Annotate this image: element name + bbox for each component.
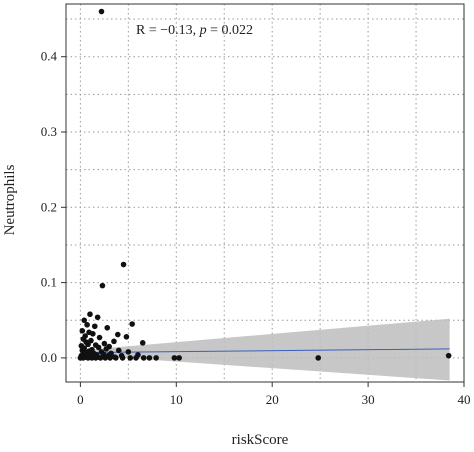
plot-frame bbox=[65, 3, 465, 383]
data-point bbox=[140, 355, 147, 361]
regression-line bbox=[80, 348, 450, 354]
data-point bbox=[84, 321, 90, 328]
y-tick-label: 0.3 bbox=[41, 124, 57, 139]
data-point bbox=[101, 340, 108, 347]
y-tick-label: 0.1 bbox=[41, 275, 57, 290]
data-point bbox=[115, 347, 122, 354]
data-point bbox=[129, 321, 135, 327]
y-axis-title: Neutrophils bbox=[2, 164, 18, 235]
x-tick-label: 20 bbox=[266, 392, 279, 407]
data-point bbox=[125, 349, 132, 355]
data-point bbox=[99, 282, 106, 289]
data-point bbox=[315, 355, 322, 361]
data-point bbox=[104, 324, 111, 331]
y-tick-label: 0.2 bbox=[41, 199, 57, 214]
fit-line bbox=[80, 348, 450, 354]
data-point bbox=[123, 334, 130, 340]
data-point bbox=[80, 355, 87, 361]
data-point bbox=[114, 331, 121, 338]
data-point bbox=[445, 352, 452, 359]
data-point bbox=[127, 355, 134, 361]
data-point bbox=[89, 355, 95, 361]
x-tick-label: 40 bbox=[458, 392, 471, 407]
annotation-p-symbol: p bbox=[199, 23, 207, 38]
data-point bbox=[111, 338, 117, 345]
confidence-band-area bbox=[80, 318, 450, 381]
data-point bbox=[102, 355, 109, 361]
y-tick-label: 0.4 bbox=[41, 49, 58, 64]
data-point bbox=[98, 8, 105, 15]
data-point bbox=[87, 311, 93, 318]
data-point bbox=[94, 314, 101, 321]
correlation-annotation: R = −0.13, p = 0.022 bbox=[136, 23, 253, 38]
confidence-band bbox=[80, 318, 450, 381]
data-point bbox=[133, 355, 139, 361]
data-point bbox=[90, 331, 96, 337]
data-point bbox=[120, 261, 127, 268]
data-point bbox=[85, 341, 91, 348]
data-point bbox=[95, 344, 102, 351]
annotation-suffix: = 0.022 bbox=[207, 23, 253, 38]
data-point bbox=[146, 355, 153, 361]
x-tick-label: 0 bbox=[77, 392, 84, 407]
data-point bbox=[119, 355, 126, 361]
data-points bbox=[77, 8, 452, 361]
x-tick-label: 10 bbox=[170, 392, 183, 407]
data-point bbox=[81, 317, 88, 324]
data-point bbox=[176, 355, 182, 361]
y-tick-label: 0.0 bbox=[41, 350, 57, 365]
data-point bbox=[139, 340, 146, 346]
x-tick-label: 30 bbox=[362, 392, 375, 407]
data-point bbox=[171, 355, 178, 361]
annotation-prefix: R = −0.13, bbox=[136, 23, 200, 38]
data-point bbox=[91, 323, 98, 330]
axes: 0 10 20 30 40 0.0 0.1 0.2 0.3 0.4 bbox=[41, 49, 471, 407]
data-point bbox=[79, 327, 86, 334]
data-point bbox=[96, 334, 103, 341]
data-point bbox=[97, 355, 104, 361]
data-point bbox=[153, 355, 159, 361]
data-point bbox=[85, 355, 91, 361]
data-point bbox=[92, 355, 99, 361]
data-point bbox=[107, 355, 113, 361]
data-point bbox=[103, 346, 110, 352]
data-point bbox=[113, 355, 119, 361]
x-axis-title: riskScore bbox=[232, 432, 289, 448]
